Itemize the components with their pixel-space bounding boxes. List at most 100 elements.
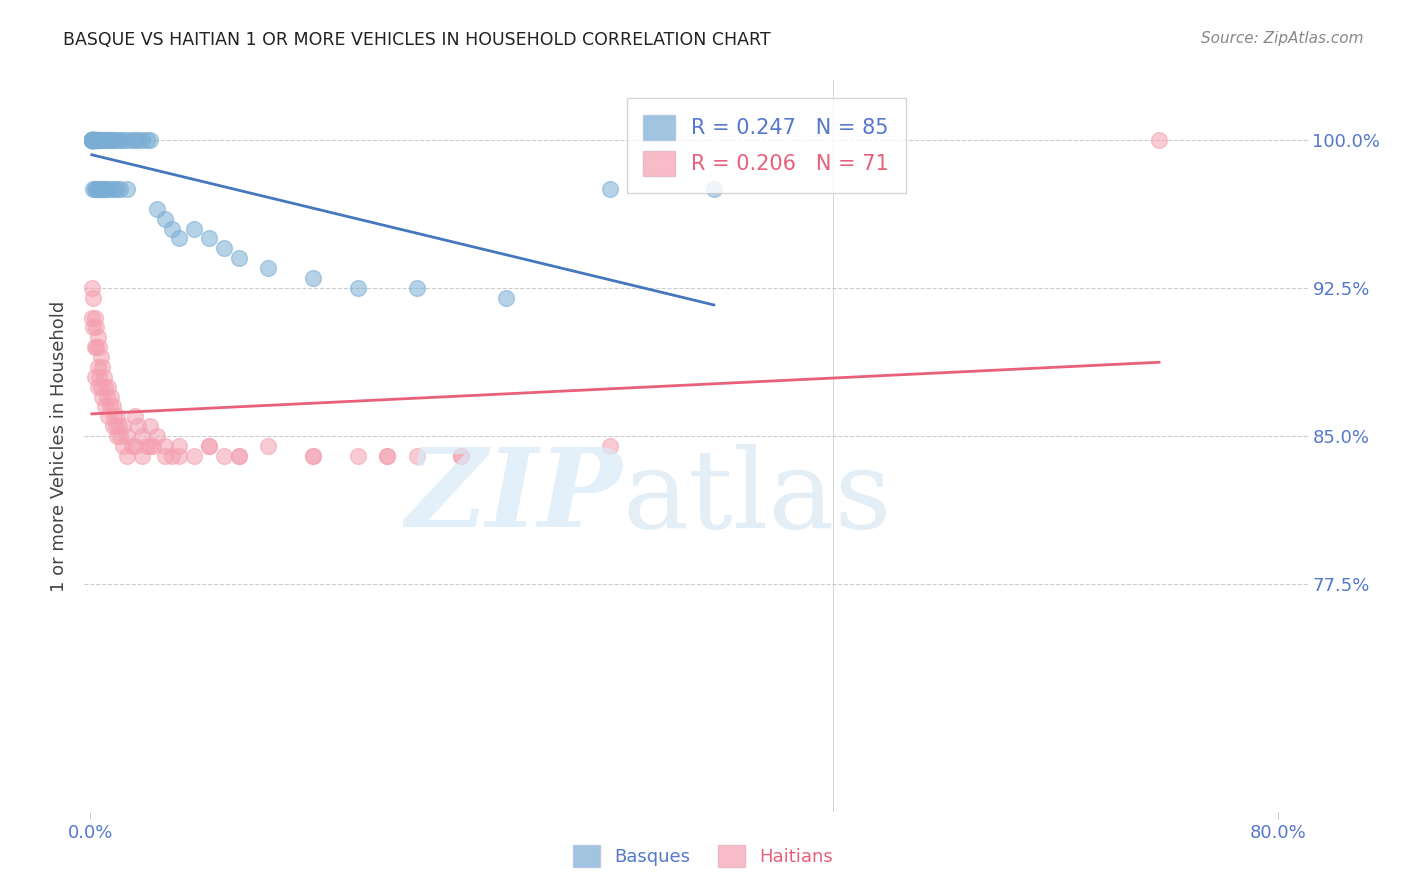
Point [80, 132, 103, 146]
Point [169, 439, 191, 453]
Point [228, 251, 250, 265]
Point [82, 132, 104, 146]
Point [104, 419, 127, 434]
Point [80, 132, 103, 146]
Point [450, 449, 472, 463]
Point [131, 429, 153, 443]
Point [495, 291, 517, 305]
Point [108, 132, 131, 146]
Point [212, 241, 235, 255]
Point [103, 132, 125, 146]
Point [80, 132, 103, 146]
Point [96, 390, 118, 404]
Point [160, 449, 183, 463]
Point [153, 211, 176, 226]
Point [105, 132, 128, 146]
Point [82, 182, 104, 196]
Point [101, 400, 124, 414]
Point [183, 449, 205, 463]
Point [105, 182, 128, 196]
Point [93, 369, 115, 384]
Point [183, 221, 205, 235]
Point [83, 132, 105, 146]
Legend: Basques, Haitians: Basques, Haitians [565, 838, 841, 874]
Point [97, 132, 120, 146]
Point [105, 409, 128, 424]
Point [257, 261, 280, 276]
Point [124, 132, 146, 146]
Point [599, 439, 621, 453]
Point [135, 439, 157, 453]
Point [90, 132, 112, 146]
Point [89, 369, 111, 384]
Point [103, 409, 125, 424]
Point [89, 182, 111, 196]
Point [87, 132, 110, 146]
Point [111, 132, 134, 146]
Point [117, 182, 139, 196]
Point [212, 449, 235, 463]
Point [703, 182, 725, 196]
Text: BASQUE VS HAITIAN 1 OR MORE VEHICLES IN HOUSEHOLD CORRELATION CHART: BASQUE VS HAITIAN 1 OR MORE VEHICLES IN … [63, 31, 770, 49]
Point [80, 132, 103, 146]
Point [83, 132, 105, 146]
Point [90, 380, 112, 394]
Point [101, 132, 124, 146]
Point [375, 449, 398, 463]
Point [94, 132, 117, 146]
Point [111, 439, 134, 453]
Point [302, 449, 325, 463]
Point [80, 132, 103, 146]
Point [93, 182, 115, 196]
Point [108, 429, 131, 443]
Y-axis label: 1 or more Vehicles in Household: 1 or more Vehicles in Household [51, 301, 69, 591]
Point [98, 132, 121, 146]
Point [228, 449, 250, 463]
Point [82, 291, 104, 305]
Point [1147, 132, 1170, 146]
Point [121, 439, 143, 453]
Point [90, 350, 112, 364]
Legend: R = 0.247   N = 85, R = 0.206   N = 71: R = 0.247 N = 85, R = 0.206 N = 71 [627, 98, 905, 193]
Point [91, 359, 114, 374]
Point [302, 271, 325, 285]
Point [89, 132, 111, 146]
Point [117, 449, 139, 463]
Point [82, 132, 104, 146]
Point [80, 132, 103, 146]
Point [80, 132, 103, 146]
Point [100, 182, 122, 196]
Point [80, 132, 103, 146]
Point [101, 419, 124, 434]
Point [87, 359, 110, 374]
Point [198, 231, 221, 245]
Point [91, 132, 114, 146]
Point [124, 439, 146, 453]
Point [80, 132, 103, 146]
Point [124, 409, 146, 424]
Point [84, 132, 107, 146]
Point [91, 182, 114, 196]
Point [153, 439, 176, 453]
Point [80, 132, 103, 146]
Point [127, 419, 149, 434]
Point [100, 390, 122, 404]
Text: atlas: atlas [623, 443, 893, 550]
Point [169, 449, 191, 463]
Point [80, 132, 103, 146]
Point [82, 132, 104, 146]
Point [375, 449, 398, 463]
Point [98, 400, 121, 414]
Point [80, 132, 103, 146]
Point [94, 182, 117, 196]
Point [83, 182, 105, 196]
Point [82, 320, 104, 334]
Point [83, 132, 105, 146]
Point [406, 449, 429, 463]
Point [90, 182, 112, 196]
Point [94, 380, 117, 394]
Point [346, 449, 368, 463]
Point [83, 340, 105, 354]
Point [80, 132, 103, 146]
Point [84, 132, 107, 146]
